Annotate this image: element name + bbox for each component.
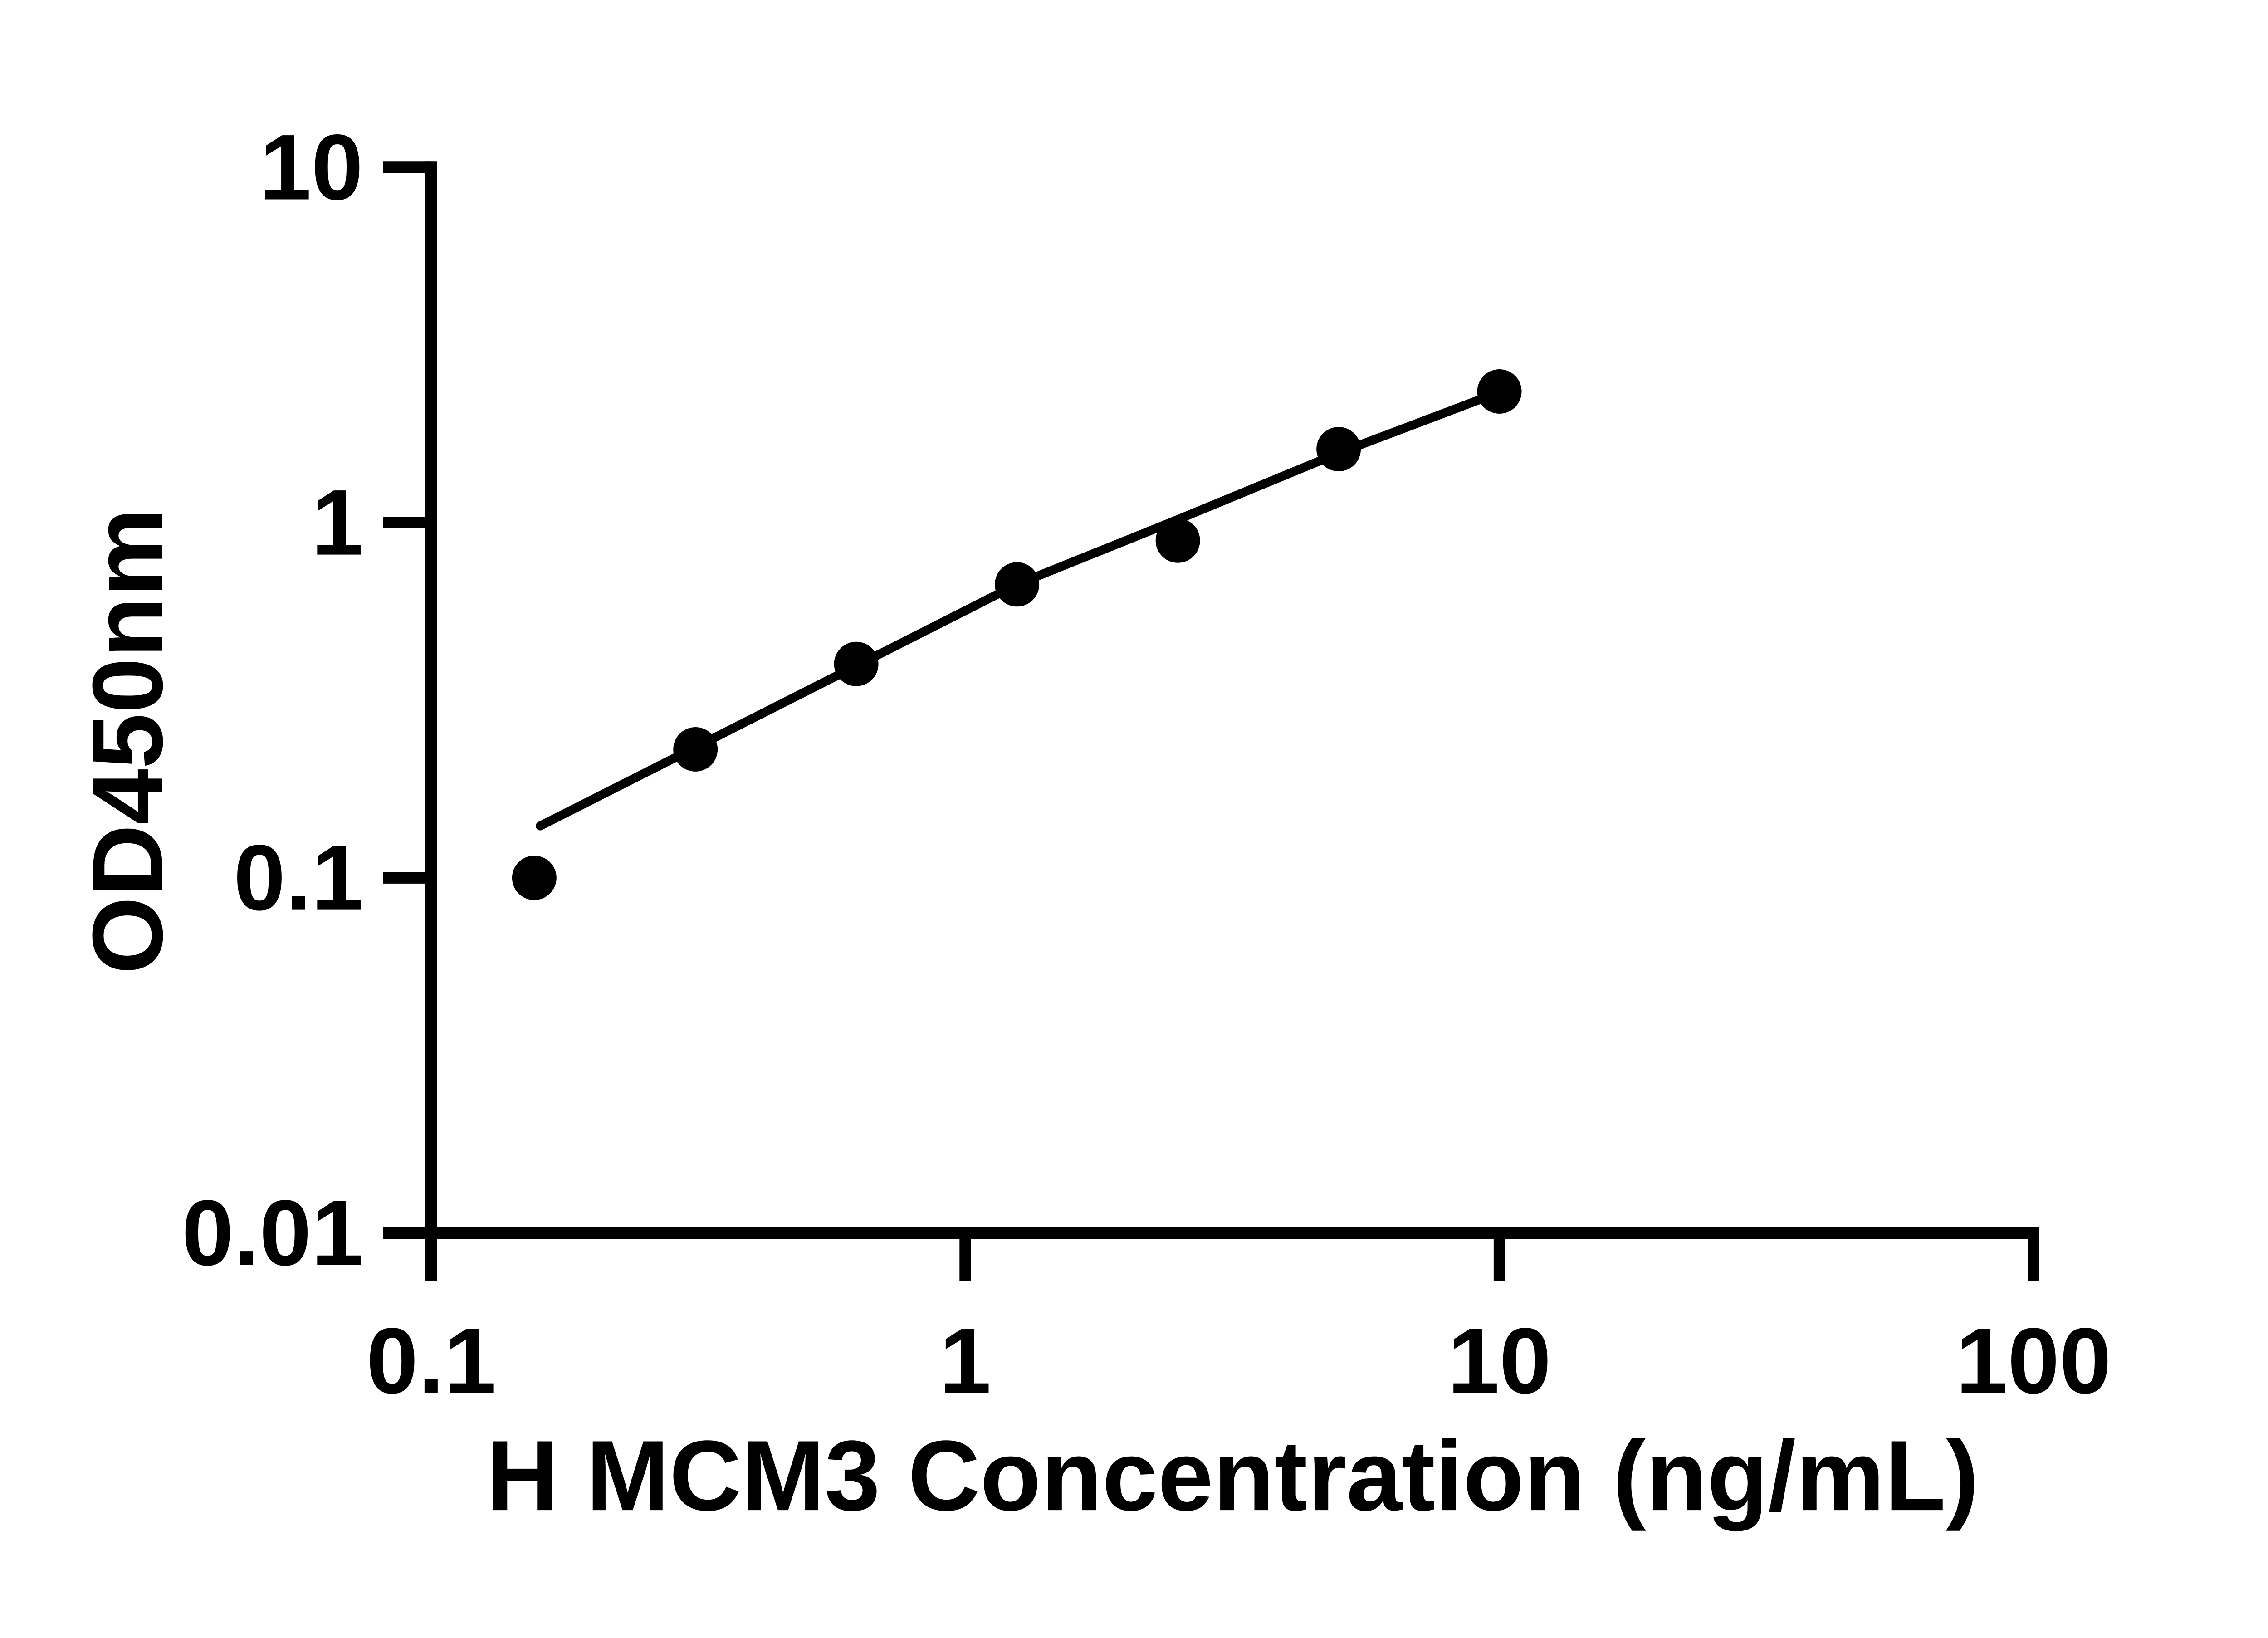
data-point (834, 641, 879, 686)
y-tick-label: 1 (311, 470, 363, 575)
x-tick-label: 100 (1956, 1309, 2112, 1413)
data-points-layer (512, 369, 1522, 900)
data-point (1316, 427, 1361, 472)
axis-ticks (383, 161, 2039, 1281)
x-tick-label: 1 (939, 1309, 991, 1413)
x-tick-label: 10 (1447, 1309, 1551, 1413)
x-axis-title: H MCM3 Concentration (ng/mL) (486, 1420, 1979, 1531)
y-axis-title: OD450nm (72, 508, 183, 974)
data-point (995, 562, 1040, 607)
data-point (1155, 518, 1200, 563)
y-tick-label: 10 (259, 115, 363, 220)
y-tick-label: 0.1 (234, 826, 363, 930)
data-point (673, 727, 718, 772)
x-tick-label: 0.1 (367, 1309, 496, 1413)
data-point (1477, 369, 1522, 414)
y-tick-label: 0.01 (182, 1181, 363, 1285)
axes (425, 161, 2039, 1239)
data-point (512, 856, 557, 900)
